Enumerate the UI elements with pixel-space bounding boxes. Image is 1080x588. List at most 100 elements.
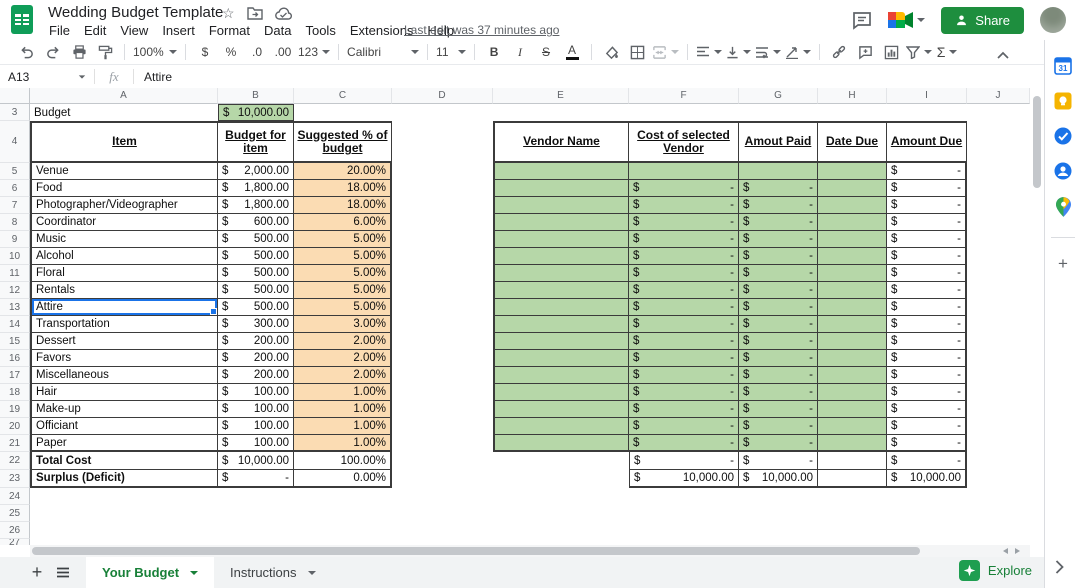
cell-F20[interactable]: $ - (629, 418, 739, 435)
cell-F9[interactable]: $ - (629, 231, 739, 248)
column-header-F[interactable]: F (629, 88, 739, 104)
spreadsheet-grid[interactable]: A B C D E F G H I J 3 Budget $10,000.00 4 Item Budget f… (0, 88, 1030, 545)
cell-G10[interactable]: $ - (739, 248, 818, 265)
cell-J9[interactable] (967, 231, 1030, 248)
horizontal-scroll-thumb[interactable] (32, 547, 920, 555)
row-header-19[interactable]: 19 (0, 401, 30, 418)
cell-A17[interactable]: Miscellaneous (30, 367, 218, 384)
cell-D8[interactable] (392, 214, 493, 231)
cell-E3[interactable] (493, 104, 629, 121)
row-header-16[interactable]: 16 (0, 350, 30, 367)
cell-J11[interactable] (967, 265, 1030, 282)
row-header-12[interactable]: 12 (0, 282, 30, 299)
name-box[interactable]: A13 (0, 70, 94, 84)
cell-F3[interactable] (629, 104, 739, 121)
menu-tools[interactable]: Tools (305, 22, 336, 38)
cell-A5[interactable]: Venue (30, 163, 218, 180)
cell-A8[interactable]: Coordinator (30, 214, 218, 231)
vertical-scrollbar[interactable] (1030, 88, 1044, 545)
cell-I24[interactable] (887, 488, 967, 505)
scroll-left-arrow-icon[interactable] (1003, 548, 1008, 554)
menu-help[interactable]: Help (427, 22, 455, 38)
cell-E14[interactable] (493, 316, 629, 333)
cell-J24[interactable] (967, 488, 1030, 505)
document-status-cloud-icon[interactable] (274, 7, 292, 20)
sheet-tab-your-budget[interactable]: Your Budget (86, 557, 215, 588)
cell-C24[interactable] (294, 488, 392, 505)
cell-J18[interactable] (967, 384, 1030, 401)
cell-C23[interactable]: 0.00% (294, 470, 392, 488)
cell-F17[interactable]: $ - (629, 367, 739, 384)
cell-H25[interactable] (818, 505, 887, 522)
cell-H4[interactable]: Date Due (818, 121, 887, 163)
cell-F19[interactable]: $ - (629, 401, 739, 418)
cell-C18[interactable]: 1.00% (294, 384, 392, 401)
row-header-10[interactable]: 10 (0, 248, 30, 265)
menu-file[interactable]: File (49, 22, 70, 38)
row-header-15[interactable]: 15 (0, 333, 30, 350)
cell-A12[interactable]: Rentals (30, 282, 218, 299)
cell-B8[interactable]: $600.00 (218, 214, 294, 231)
cell-H9[interactable] (818, 231, 887, 248)
row-header-25[interactable]: 25 (0, 505, 30, 522)
cell-H18[interactable] (818, 384, 887, 401)
cell-I4[interactable]: Amount Due (887, 121, 967, 163)
cell-J15[interactable] (967, 333, 1030, 350)
cell-E7[interactable] (493, 197, 629, 214)
cell-G24[interactable] (739, 488, 818, 505)
cell-J21[interactable] (967, 435, 1030, 452)
cell-I26[interactable] (887, 522, 967, 539)
cell-J14[interactable] (967, 316, 1030, 333)
cell-H3[interactable] (818, 104, 887, 121)
cell-H17[interactable] (818, 367, 887, 384)
cell-H7[interactable] (818, 197, 887, 214)
row-header-6[interactable]: 6 (0, 180, 30, 197)
row-header-17[interactable]: 17 (0, 367, 30, 384)
cell-J23[interactable] (967, 470, 1030, 488)
cell-E16[interactable] (493, 350, 629, 367)
cell-B18[interactable]: $100.00 (218, 384, 294, 401)
horizontal-scrollbar[interactable] (30, 545, 1030, 557)
sheet-tab-instructions[interactable]: Instructions (214, 557, 331, 588)
cell-J25[interactable] (967, 505, 1030, 522)
text-rotation-button[interactable] (785, 41, 812, 63)
cell-D18[interactable] (392, 384, 493, 401)
cell-H5[interactable] (818, 163, 887, 180)
row-header-18[interactable]: 18 (0, 384, 30, 401)
cell-J10[interactable] (967, 248, 1030, 265)
cell-G15[interactable]: $ - (739, 333, 818, 350)
star-icon[interactable]: ☆ (222, 5, 235, 21)
cell-E18[interactable] (493, 384, 629, 401)
cell-G20[interactable]: $ - (739, 418, 818, 435)
cell-G14[interactable]: $ - (739, 316, 818, 333)
cell-F4[interactable]: Cost of selected Vendor (629, 121, 739, 163)
cell-D12[interactable] (392, 282, 493, 299)
row-header-21[interactable]: 21 (0, 435, 30, 452)
google-tasks-icon[interactable] (1054, 127, 1072, 145)
cell-J20[interactable] (967, 418, 1030, 435)
row-header-4[interactable]: 4 (0, 121, 30, 163)
cell-B5[interactable]: $2,000.00 (218, 163, 294, 180)
cell-I6[interactable]: $ - (887, 180, 967, 197)
scroll-right-arrow-icon[interactable] (1015, 548, 1020, 554)
cell-A3[interactable]: Budget (34, 106, 71, 119)
column-header-J[interactable]: J (967, 88, 1030, 104)
cell-H20[interactable] (818, 418, 887, 435)
horizontal-align-button[interactable] (696, 41, 723, 63)
cell-A10[interactable]: Alcohol (30, 248, 218, 265)
cell-G13[interactable]: $ - (739, 299, 818, 316)
cell-G26[interactable] (739, 522, 818, 539)
cell-G19[interactable]: $ - (739, 401, 818, 418)
italic-button[interactable]: I (518, 44, 523, 59)
cell-E21[interactable] (493, 435, 629, 452)
cell-H6[interactable] (818, 180, 887, 197)
cell-C25[interactable] (294, 505, 392, 522)
add-sheet-button[interactable]: + (31, 562, 43, 582)
cell-I5[interactable]: $ - (887, 163, 967, 180)
menu-data[interactable]: Data (264, 22, 292, 38)
cell-C13[interactable]: 5.00% (294, 299, 392, 316)
cell-B6[interactable]: $1,800.00 (218, 180, 294, 197)
cell-F22[interactable]: $ - (629, 452, 739, 470)
cell-A26[interactable] (30, 522, 218, 539)
cell-I13[interactable]: $ - (887, 299, 967, 316)
